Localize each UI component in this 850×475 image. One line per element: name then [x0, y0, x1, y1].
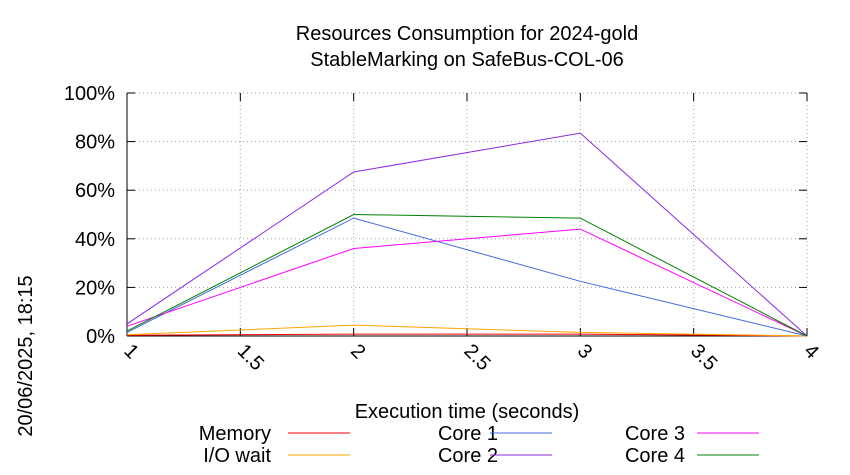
x-axis-label: Execution time (seconds): [355, 401, 580, 423]
legend-label-memory: Memory: [199, 423, 271, 445]
side-timestamp-label: 20/06/2025, 18:15: [15, 275, 37, 436]
series-line-core-2: [126, 132, 808, 337]
x-tick-label: 4: [799, 340, 822, 363]
y-tick-label: 80%: [75, 132, 115, 154]
series-line-memory: [126, 333, 808, 337]
series-line-core-4: [126, 213, 808, 337]
y-tick-label: 60%: [75, 180, 115, 202]
series-line-core-1: [126, 217, 808, 337]
x-axis-ticks: 1 1.5 2 2.5 3 3.5 4: [119, 93, 823, 375]
x-tick-label: 3: [573, 340, 596, 363]
legend-label-core-4: Core 4: [625, 445, 685, 467]
legend-label-core-3: Core 3: [625, 423, 685, 445]
x-tick-label: 2.5: [459, 340, 494, 375]
series-lines: [126, 132, 808, 337]
x-tick-label: 3.5: [686, 340, 721, 375]
series-line-i-o-wait: [126, 324, 808, 337]
y-tick-label: 40%: [75, 229, 115, 251]
chart-subtitle: StableMarking on SafeBus-COL-06: [310, 49, 624, 71]
y-tick-label: 20%: [75, 277, 115, 299]
y-tick-label: 100%: [64, 83, 115, 105]
x-tick-label: 2: [346, 340, 369, 363]
x-tick-label: 1: [119, 340, 142, 363]
series-line-core-3: [126, 228, 808, 337]
legend-label-core-1: Core 1: [438, 423, 498, 445]
x-tick-label: 1.5: [233, 340, 268, 375]
legend-label-core-2: Core 2: [438, 445, 498, 467]
legend-label-i-o-wait: I/O wait: [203, 445, 271, 467]
y-tick-label: 0%: [86, 326, 115, 348]
grid-lines: [126, 92, 808, 337]
y-axis-ticks: 0% 20% 40% 60% 80% 100%: [64, 83, 807, 348]
chart-title: Resources Consumption for 2024-gold: [296, 23, 638, 45]
